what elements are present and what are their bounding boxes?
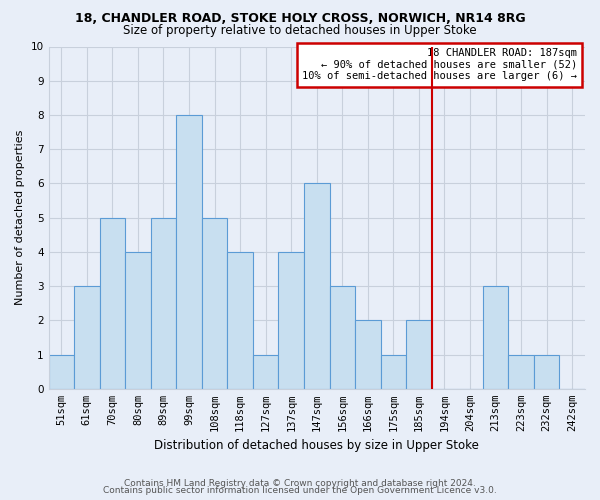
Bar [125,252,151,389]
Bar [100,218,125,389]
Bar [278,252,304,389]
Text: 18 CHANDLER ROAD: 187sqm
← 90% of detached houses are smaller (52)
10% of semi-d: 18 CHANDLER ROAD: 187sqm ← 90% of detach… [302,48,577,82]
Text: 18, CHANDLER ROAD, STOKE HOLY CROSS, NORWICH, NR14 8RG: 18, CHANDLER ROAD, STOKE HOLY CROSS, NOR… [74,12,526,26]
Y-axis label: Number of detached properties: Number of detached properties [15,130,25,306]
Text: Contains HM Land Registry data © Crown copyright and database right 2024.: Contains HM Land Registry data © Crown c… [124,478,476,488]
Bar [227,252,253,389]
Text: Contains public sector information licensed under the Open Government Licence v3: Contains public sector information licen… [103,486,497,495]
Bar [329,286,355,389]
Bar [406,320,432,389]
Bar [508,354,534,389]
Bar [380,354,406,389]
Bar [304,184,329,389]
Bar [74,286,100,389]
Bar [202,218,227,389]
X-axis label: Distribution of detached houses by size in Upper Stoke: Distribution of detached houses by size … [154,440,479,452]
Bar [355,320,380,389]
Text: Size of property relative to detached houses in Upper Stoke: Size of property relative to detached ho… [123,24,477,37]
Bar [49,354,74,389]
Bar [151,218,176,389]
Bar [534,354,559,389]
Bar [483,286,508,389]
Bar [176,115,202,389]
Bar [253,354,278,389]
